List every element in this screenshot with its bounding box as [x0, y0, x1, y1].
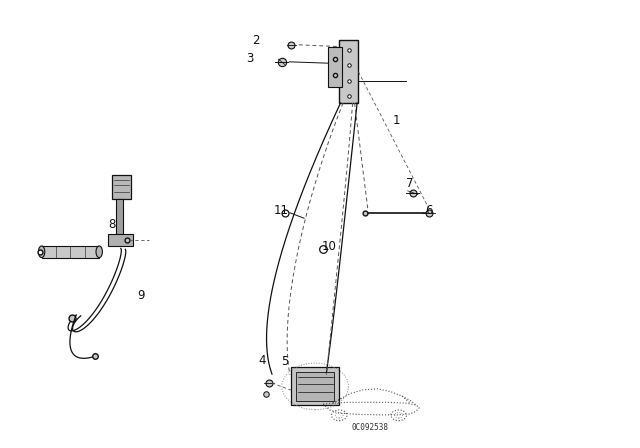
Bar	[291, 367, 339, 405]
Text: 1: 1	[393, 114, 401, 128]
Text: 2: 2	[252, 34, 260, 47]
Bar	[108, 234, 133, 246]
Text: 8: 8	[108, 217, 116, 231]
Bar	[112, 175, 131, 199]
Text: 10: 10	[322, 240, 337, 253]
Text: 7: 7	[406, 177, 413, 190]
Text: 11: 11	[274, 204, 289, 217]
Ellipse shape	[38, 246, 45, 258]
Text: 3: 3	[246, 52, 253, 65]
Text: 6: 6	[425, 204, 433, 217]
Bar	[116, 199, 123, 237]
Bar	[42, 246, 99, 258]
Bar	[328, 47, 342, 87]
Text: 0C092538: 0C092538	[351, 423, 388, 432]
Text: 5: 5	[281, 355, 289, 368]
Text: 4: 4	[259, 354, 266, 367]
Bar	[296, 372, 334, 401]
Text: 9: 9	[137, 289, 145, 302]
Bar	[339, 40, 358, 103]
Ellipse shape	[96, 246, 102, 258]
